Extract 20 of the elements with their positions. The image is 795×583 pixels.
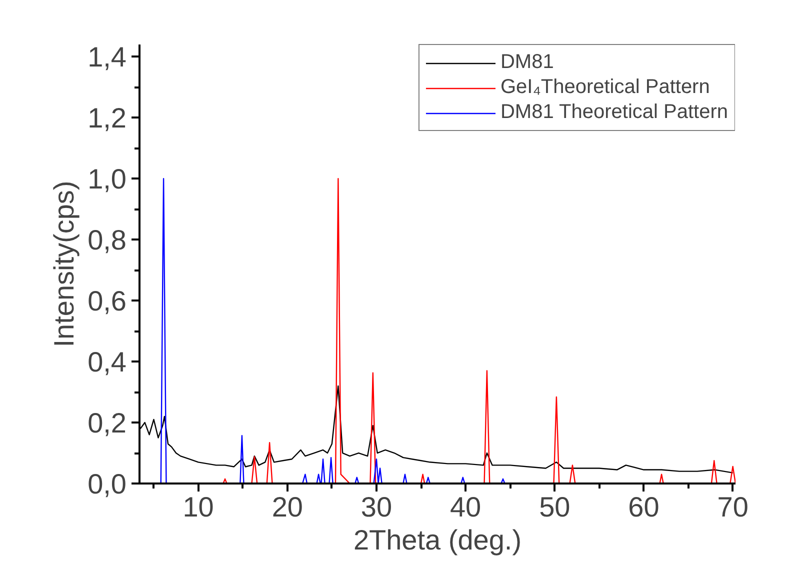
- legend-label: DM81 Theoretical Pattern: [500, 101, 728, 124]
- y-tick-label: 0,6: [88, 286, 127, 317]
- y-axis-title: Intensity(cps): [48, 180, 80, 348]
- legend-label: DM81: [500, 51, 554, 74]
- x-tick-label: 60: [628, 492, 660, 522]
- x-axis-title: 2Theta (deg.): [353, 524, 522, 556]
- x-tick-label: 20: [272, 492, 303, 522]
- y-tick-label: 1,0: [88, 164, 127, 195]
- x-tick-label: 40: [450, 492, 482, 522]
- x-tick-label: 10: [182, 492, 214, 522]
- x-tick-label: 70: [717, 492, 748, 522]
- x-tick-label: 30: [360, 492, 392, 522]
- y-tick-label: 0,4: [88, 346, 127, 378]
- x-tick-label: 50: [539, 492, 570, 522]
- y-tick-label: 1,2: [88, 102, 127, 134]
- y-tick-label: 0,8: [88, 224, 127, 256]
- y-tick-label: 1,4: [88, 42, 127, 73]
- legend-label: GeI₄Theoretical Pattern: [500, 76, 710, 99]
- y-tick-label: 0,2: [88, 408, 127, 439]
- y-tick-label: 0,0: [88, 468, 127, 500]
